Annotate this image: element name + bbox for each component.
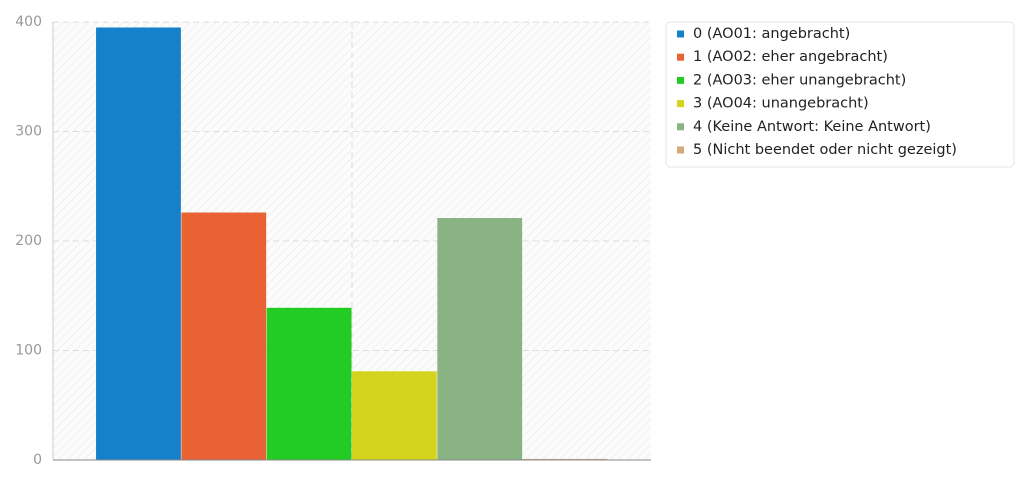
bar <box>522 458 608 460</box>
legend-swatch <box>677 100 684 108</box>
legend-swatch <box>677 30 684 38</box>
y-tick-label: 200 <box>15 233 42 249</box>
bar <box>437 218 523 460</box>
legend <box>665 21 1015 168</box>
legend-items: 0 (AO01: angebracht) 1 (AO02: eher angebr… <box>677 26 957 158</box>
legend-label: 3 (AO04: unangebracht) <box>693 96 869 112</box>
legend-label: 2 (AO03: eher unangebracht) <box>693 72 906 88</box>
legend-swatch <box>677 146 684 154</box>
bar <box>96 27 181 460</box>
bar <box>352 371 437 460</box>
legend-label: 5 (Nicht beendet oder nicht gezeigt) <box>693 142 957 158</box>
y-tick-label: 300 <box>15 124 42 140</box>
bar <box>181 212 267 460</box>
bar <box>266 307 352 460</box>
legend-label: 0 (AO01: angebracht) <box>693 26 850 42</box>
y-tick-label: 0 <box>33 452 42 468</box>
legend-swatch <box>677 123 684 131</box>
bars-group <box>96 27 608 460</box>
y-tick-label: 400 <box>15 14 42 30</box>
legend-swatch <box>677 53 684 61</box>
legend-label: 1 (AO02: eher angebracht) <box>693 49 888 65</box>
legend-label: 4 (Keine Antwort: Keine Antwort) <box>693 119 931 135</box>
y-tick-label: 100 <box>15 343 42 359</box>
legend-swatch <box>677 76 684 84</box>
